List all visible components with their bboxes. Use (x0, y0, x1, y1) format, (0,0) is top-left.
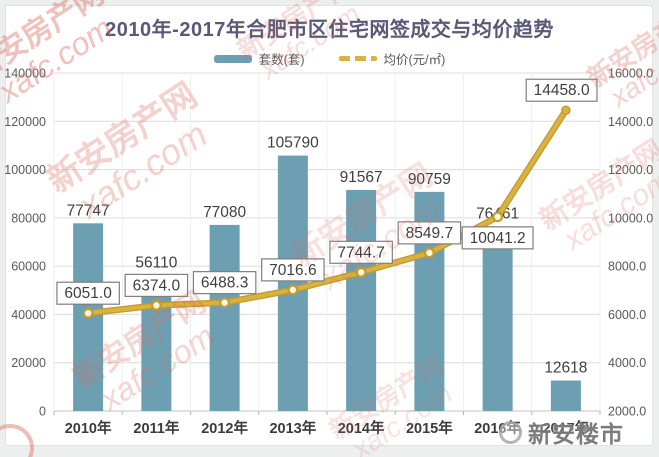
legend-item-units: 套数(套) (213, 49, 305, 68)
line-value-box (261, 258, 325, 282)
legend-bar-label: 套数(套) (258, 53, 305, 67)
x-axis-label: 2014年 (338, 419, 385, 437)
right-axis-tick: 10000.0 (608, 211, 653, 225)
bar-value-label: 77080 (203, 204, 246, 221)
bar-2014年 (346, 189, 377, 411)
legend-line-swatch-icon (338, 56, 377, 61)
line-value-box (525, 78, 598, 102)
line-value-box (124, 273, 189, 297)
legend-line-label: 均价(元/㎡) (383, 53, 446, 67)
line-value-label: 6488.3 (201, 275, 248, 292)
line-marker (423, 247, 435, 259)
line-value-label: 7744.7 (337, 244, 384, 261)
x-axis-label: 2010年 (65, 419, 112, 437)
line-marker (82, 307, 94, 319)
right-axis-tick: 16000.0 (608, 67, 653, 81)
line-value-label: 7016.6 (269, 262, 316, 279)
bar-2011年 (141, 275, 172, 411)
legend-bar-swatch-icon (213, 54, 252, 63)
left-axis-tick: 20000 (11, 356, 46, 370)
line-value-label: 14458.0 (534, 82, 590, 99)
right-axis-tick: 8000.0 (608, 260, 646, 274)
chart-title: 2010年-2017年合肥市区住宅网签成交与均价趋势 (105, 19, 554, 41)
chart-canvas (5, 5, 653, 446)
price-line (86, 108, 568, 316)
bar-2017年 (550, 380, 581, 411)
line-value-box (192, 271, 257, 295)
bar-value-label: 91567 (340, 169, 383, 186)
left-axis-tick: 140000 (4, 67, 46, 81)
x-axis-label: 2011年 (133, 419, 179, 437)
x-axis-label: 2017年 (542, 419, 589, 437)
right-axis-tick: 2000.0 (608, 405, 646, 419)
x-axis-label: 2012年 (201, 419, 248, 437)
left-axis-tick: 60000 (11, 260, 46, 274)
legend-item-price: 均价(元/㎡) (338, 49, 446, 68)
line-value-box (461, 226, 534, 250)
right-axis-tick: 4000.0 (608, 356, 646, 370)
right-axis-tick: 14000.0 (608, 115, 653, 129)
bar-value-label: 105790 (267, 135, 319, 152)
bar-2016年 (482, 226, 513, 411)
line-value-label: 6374.0 (133, 277, 181, 294)
line-value-box (56, 281, 120, 305)
right-axis-tick: 12000.0 (608, 163, 653, 177)
left-axis-tick: 120000 (4, 115, 46, 129)
bar-value-label: 56110 (135, 255, 177, 272)
line-value-label: 8549.7 (406, 225, 453, 242)
line-marker (287, 284, 299, 296)
bar-value-label: 12618 (544, 360, 587, 377)
bar-2013年 (277, 155, 308, 411)
bar-value-label: 90759 (408, 171, 451, 188)
line-marker (355, 266, 367, 278)
chart-legend: 套数(套) 均价(元/㎡) (0, 49, 659, 68)
line-marker (561, 105, 571, 115)
right-axis-tick: 6000.0 (608, 308, 646, 322)
x-axis-label: 2013年 (269, 419, 316, 437)
line-value-label: 10041.2 (470, 230, 526, 247)
line-marker (150, 299, 162, 311)
line-marker (492, 211, 504, 223)
left-axis-tick: 80000 (11, 211, 46, 225)
x-axis-label: 2016年 (474, 419, 521, 437)
bar-2012年 (209, 224, 240, 411)
line-value-box (397, 221, 462, 245)
line-value-label: 6051.0 (64, 285, 112, 302)
x-axis-label: 2015年 (406, 419, 453, 437)
left-axis-tick: 40000 (11, 308, 46, 322)
line-marker (219, 297, 231, 309)
bar-value-label: 77747 (67, 202, 110, 219)
left-axis-tick: 100000 (4, 163, 46, 177)
line-value-box (329, 240, 393, 264)
left-axis-tick: 0 (39, 405, 46, 419)
